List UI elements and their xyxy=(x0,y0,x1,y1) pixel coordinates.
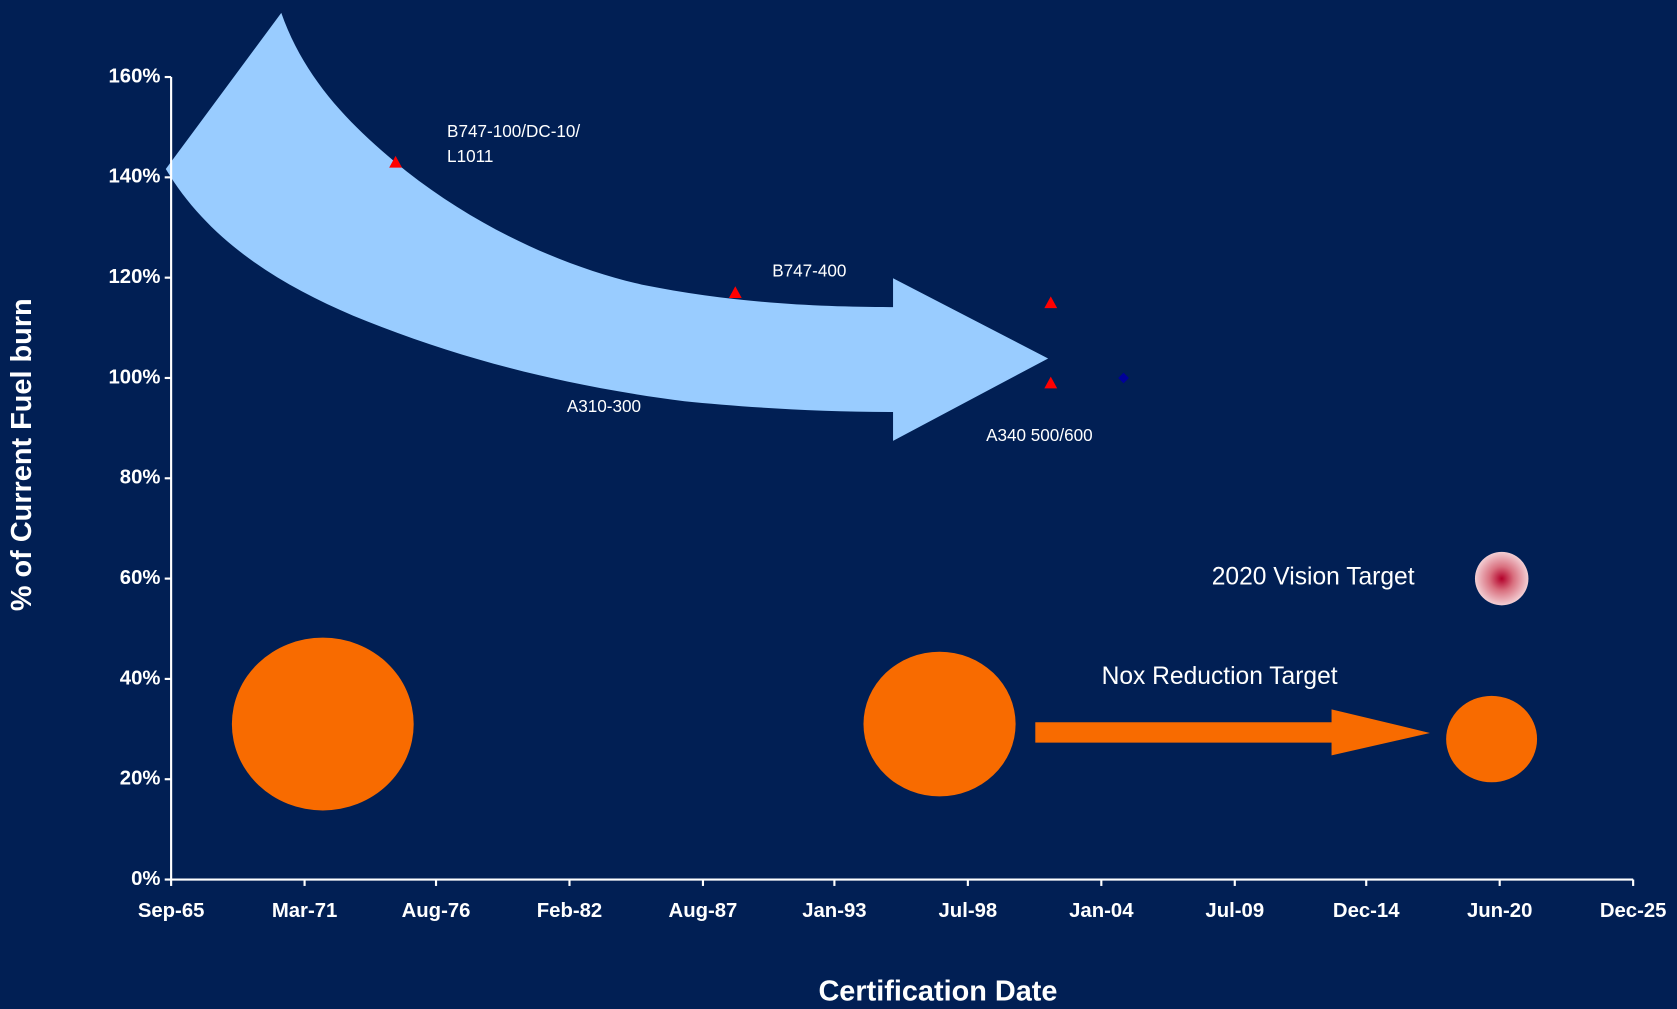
y-tick-label: 140% xyxy=(108,166,160,188)
x-tick-label: Feb-82 xyxy=(537,900,602,922)
annotation: 2020 Vision Target xyxy=(1212,563,1415,590)
y-tick-label: 20% xyxy=(120,768,161,790)
y-tick-label: 80% xyxy=(120,467,161,489)
plot-area: 0% 20% 40% 60% 80% 100% 120% 140% 160% Sep-65 Mar-… xyxy=(108,65,1666,922)
x-tick-label: Aug-76 xyxy=(402,900,471,922)
x-tick-label: Jul-09 xyxy=(1205,900,1264,922)
diamond-point xyxy=(1118,372,1129,384)
y-tick-label: 100% xyxy=(108,366,160,388)
bubble xyxy=(231,637,414,811)
x-axis-title: Certification Date xyxy=(818,976,1057,1008)
x-tick-label: Jan-04 xyxy=(1069,900,1134,922)
annotation: A340 500/600 xyxy=(986,426,1093,445)
nox-arrow xyxy=(1035,709,1430,756)
x-tick-label: Dec-25 xyxy=(1600,900,1667,922)
x-tick-label: Aug-87 xyxy=(669,900,738,922)
target-point xyxy=(1474,551,1529,606)
x-tick-label: Jul-98 xyxy=(939,900,998,922)
trend-arrow xyxy=(165,12,1049,441)
annotation: L1011 xyxy=(447,147,493,166)
y-axis-title: % of Current Fuel burn xyxy=(6,298,38,611)
annotation: B747-400 xyxy=(772,261,846,280)
y-tick-label: 120% xyxy=(108,266,160,288)
x-tick-label: Dec-14 xyxy=(1333,900,1400,922)
triangle-point xyxy=(728,286,742,299)
annotation: A310-300 xyxy=(567,397,641,416)
annotation: B747-100/DC-10/ xyxy=(447,122,580,141)
triangle-point xyxy=(1044,296,1058,309)
x-tick-label: Sep-65 xyxy=(138,900,205,922)
y-tick-label: 60% xyxy=(120,567,161,589)
x-tick-label: Jun-20 xyxy=(1467,900,1532,922)
y-tick-label: 0% xyxy=(131,868,160,890)
triangle-point xyxy=(389,155,403,168)
y-tick-label: 160% xyxy=(108,65,160,87)
bubble xyxy=(863,651,1016,797)
x-tick-label: Mar-71 xyxy=(272,900,337,922)
triangle-point xyxy=(1044,376,1058,389)
x-tick-label: Jan-93 xyxy=(802,900,866,922)
y-tick-label: 40% xyxy=(120,667,161,689)
bubble xyxy=(1446,695,1538,783)
annotation: Nox Reduction Target xyxy=(1102,663,1338,690)
